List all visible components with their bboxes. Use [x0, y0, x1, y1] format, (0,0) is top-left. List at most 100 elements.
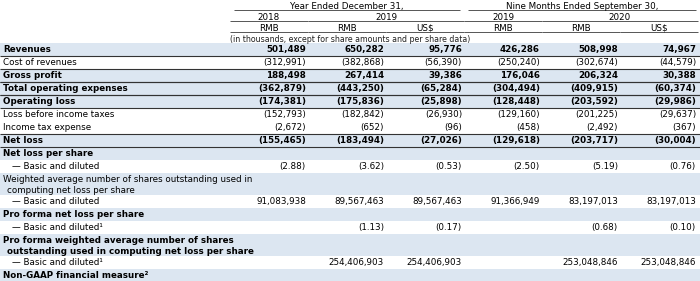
- Text: 2018: 2018: [258, 13, 280, 22]
- Text: 254,406,903: 254,406,903: [329, 258, 384, 267]
- Bar: [0, 221, 700, 234]
- Bar: [0, 269, 700, 281]
- Text: (250,240): (250,240): [497, 58, 540, 67]
- Bar: [0, 56, 700, 69]
- Text: Pro forma weighted average number of shares: Pro forma weighted average number of sha…: [3, 236, 234, 245]
- Bar: [0, 173, 700, 195]
- Text: (60,374): (60,374): [654, 84, 696, 93]
- Text: (155,465): (155,465): [258, 136, 306, 145]
- Text: (458): (458): [517, 123, 540, 132]
- Bar: [0, 108, 700, 121]
- Text: RMB: RMB: [337, 24, 357, 33]
- Text: 253,048,846: 253,048,846: [563, 258, 618, 267]
- Text: (30,004): (30,004): [654, 136, 696, 145]
- Text: (29,637): (29,637): [659, 110, 696, 119]
- Text: (367): (367): [673, 123, 696, 132]
- Text: 650,282: 650,282: [344, 45, 384, 54]
- Text: (56,390): (56,390): [425, 58, 462, 67]
- Text: 89,567,463: 89,567,463: [335, 197, 384, 206]
- Text: (152,793): (152,793): [263, 110, 306, 119]
- Text: 74,967: 74,967: [662, 45, 696, 54]
- Bar: [0, 43, 700, 56]
- Bar: [0, 256, 700, 269]
- Text: Cost of revenues: Cost of revenues: [3, 58, 77, 67]
- Text: outstanding used in computing net loss per share: outstanding used in computing net loss p…: [7, 247, 254, 256]
- Text: (44,579): (44,579): [659, 58, 696, 67]
- Text: (201,225): (201,225): [575, 110, 618, 119]
- Text: (443,250): (443,250): [336, 84, 384, 93]
- Text: (2.50): (2.50): [514, 162, 540, 171]
- Bar: [0, 82, 700, 95]
- Text: (0.53): (0.53): [435, 162, 462, 171]
- Text: (203,592): (203,592): [570, 97, 618, 106]
- Text: — Basic and diluted¹: — Basic and diluted¹: [12, 223, 103, 232]
- Text: (3.62): (3.62): [358, 162, 384, 171]
- Text: Nine Months Ended September 30,: Nine Months Ended September 30,: [506, 2, 658, 11]
- Text: (409,915): (409,915): [570, 84, 618, 93]
- Text: (5.19): (5.19): [592, 162, 618, 171]
- Text: (26,930): (26,930): [425, 110, 462, 119]
- Text: — Basic and diluted¹: — Basic and diluted¹: [12, 258, 103, 267]
- Text: Loss before income taxes: Loss before income taxes: [3, 110, 114, 119]
- Text: 30,388: 30,388: [662, 71, 696, 80]
- Text: 508,998: 508,998: [578, 45, 618, 54]
- Text: (1.13): (1.13): [358, 223, 384, 232]
- Text: 2020: 2020: [609, 13, 631, 22]
- Text: 89,567,463: 89,567,463: [412, 197, 462, 206]
- Text: Revenues: Revenues: [3, 45, 51, 54]
- Text: (2.88): (2.88): [280, 162, 306, 171]
- Text: Total operating expenses: Total operating expenses: [3, 84, 127, 93]
- Text: 267,414: 267,414: [344, 71, 384, 80]
- Text: Pro forma net loss per share: Pro forma net loss per share: [3, 210, 144, 219]
- Text: 91,366,949: 91,366,949: [491, 197, 540, 206]
- Text: US$: US$: [416, 24, 434, 33]
- Text: 39,386: 39,386: [428, 71, 462, 80]
- Text: 83,197,013: 83,197,013: [646, 197, 696, 206]
- Text: 253,048,846: 253,048,846: [640, 258, 696, 267]
- Text: US$: US$: [650, 24, 668, 33]
- Text: 2019: 2019: [375, 13, 397, 22]
- Text: 206,324: 206,324: [578, 71, 618, 80]
- Text: 426,286: 426,286: [500, 45, 540, 54]
- Text: (174,381): (174,381): [258, 97, 306, 106]
- Text: (203,717): (203,717): [570, 136, 618, 145]
- Text: 83,197,013: 83,197,013: [568, 197, 618, 206]
- Bar: [0, 121, 700, 134]
- Text: (0.68): (0.68): [592, 223, 618, 232]
- Text: RMB: RMB: [571, 24, 591, 33]
- Text: — Basic and diluted: — Basic and diluted: [12, 197, 99, 206]
- Text: (65,284): (65,284): [420, 84, 462, 93]
- Text: (304,494): (304,494): [492, 84, 540, 93]
- Bar: [0, 160, 700, 173]
- Bar: [0, 208, 700, 221]
- Text: 254,406,903: 254,406,903: [407, 258, 462, 267]
- Text: 2019: 2019: [492, 13, 514, 22]
- Text: (652): (652): [360, 123, 384, 132]
- Text: Year Ended December 31,: Year Ended December 31,: [290, 2, 404, 11]
- Text: — Basic and diluted: — Basic and diluted: [12, 162, 99, 171]
- Text: Weighted average number of shares outstanding used in: Weighted average number of shares outsta…: [3, 175, 253, 184]
- Text: Net loss per share: Net loss per share: [3, 149, 93, 158]
- Bar: [0, 147, 700, 160]
- Text: (175,836): (175,836): [336, 97, 384, 106]
- Text: (0.76): (0.76): [670, 162, 696, 171]
- Text: RMB: RMB: [494, 24, 513, 33]
- Text: (in thousands, except for share amounts and per share data): (in thousands, except for share amounts …: [230, 35, 470, 44]
- Text: (27,026): (27,026): [420, 136, 462, 145]
- Text: 501,489: 501,489: [266, 45, 306, 54]
- Text: Income tax expense: Income tax expense: [3, 123, 91, 132]
- Bar: [0, 69, 700, 82]
- Text: (183,494): (183,494): [336, 136, 384, 145]
- Text: (129,160): (129,160): [498, 110, 540, 119]
- Bar: [0, 195, 700, 208]
- Text: 188,498: 188,498: [266, 71, 306, 80]
- Text: (0.17): (0.17): [435, 223, 462, 232]
- Text: 91,083,938: 91,083,938: [256, 197, 306, 206]
- Text: Non-GAAP financial measure²: Non-GAAP financial measure²: [3, 271, 148, 280]
- Text: (128,448): (128,448): [492, 97, 540, 106]
- Bar: [0, 95, 700, 108]
- Text: Net loss: Net loss: [3, 136, 43, 145]
- Text: 95,776: 95,776: [428, 45, 462, 54]
- Text: (362,879): (362,879): [258, 84, 306, 93]
- Text: Gross profit: Gross profit: [3, 71, 62, 80]
